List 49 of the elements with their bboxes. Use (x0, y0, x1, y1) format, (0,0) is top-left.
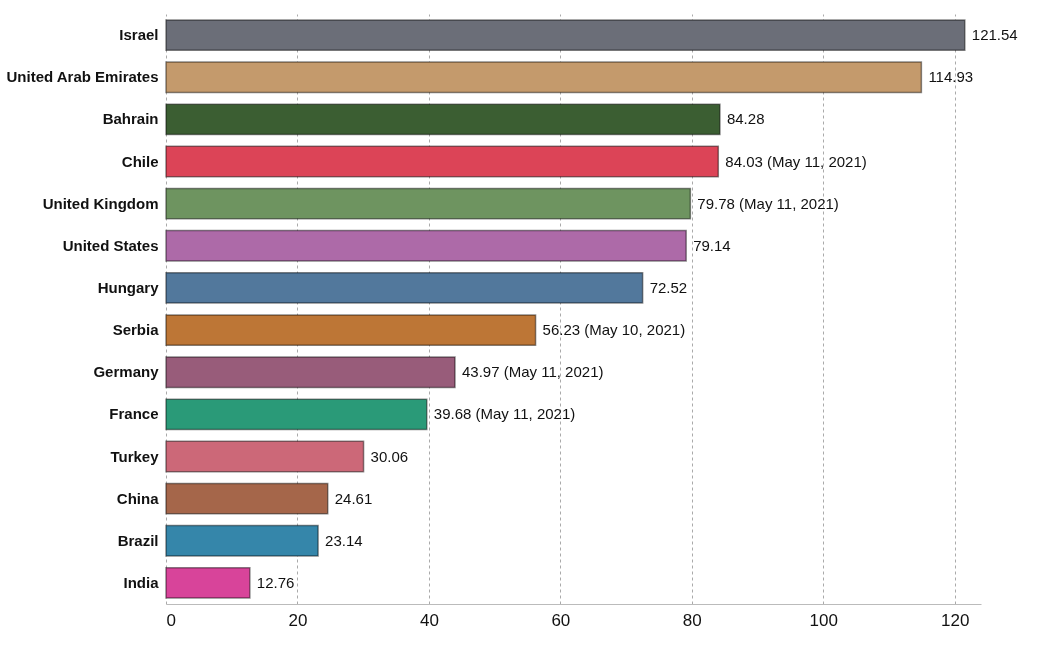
bar (165, 229, 687, 262)
bar (165, 272, 644, 304)
y-tick-label: United Kingdom (42, 194, 159, 212)
data-label: 114.93 (928, 68, 974, 86)
y-tick-label: Bahrain (102, 110, 159, 128)
bar (165, 482, 329, 515)
data-label: 56.23 (May 10, 2021) (542, 321, 686, 339)
data-label: 84.03 (May 11, 2021) (725, 152, 867, 170)
bar (165, 61, 923, 94)
bar (165, 103, 721, 136)
data-label: 43.97 (May 11, 2021) (462, 363, 604, 381)
y-tick-label: Chile (121, 152, 159, 170)
data-label: 30.06 (370, 447, 409, 465)
x-tick-label: 60 (551, 610, 571, 630)
y-tick-label: Israel (119, 26, 159, 44)
data-label: 72.52 (649, 278, 688, 296)
x-tick-label: 120 (941, 610, 970, 630)
bar (165, 567, 251, 599)
bar (165, 19, 966, 51)
bar (165, 187, 692, 220)
data-label: 84.28 (726, 110, 765, 128)
y-tick-label: Brazil (117, 531, 159, 549)
x-tick-label: 80 (682, 610, 702, 630)
x-tick-label: 20 (288, 610, 308, 630)
y-tick-label: Hungary (97, 278, 160, 296)
data-label: 39.68 (May 11, 2021) (433, 405, 576, 423)
y-tick-label: China (116, 489, 160, 507)
bar (165, 356, 456, 389)
y-tick-label: United States (62, 236, 159, 254)
y-tick-label: Serbia (112, 321, 160, 339)
data-label: 79.14 (693, 236, 731, 254)
x-tick-label: 0 (166, 610, 176, 630)
data-label: 12.76 (256, 573, 295, 591)
y-tick-label: United Arab Emirates (6, 68, 159, 86)
data-label: 121.54 (971, 26, 1018, 44)
data-label: 79.78 (May 11, 2021) (697, 194, 839, 212)
bar (165, 145, 720, 178)
y-tick-label: France (109, 405, 159, 423)
y-tick-label: Germany (93, 363, 160, 381)
bar (165, 524, 319, 557)
y-tick-label: India (123, 573, 160, 591)
x-tick-label: 100 (809, 610, 838, 630)
bar (165, 398, 428, 431)
data-label: 23.14 (325, 531, 363, 549)
data-label: 24.61 (334, 489, 373, 507)
x-tick-label: 40 (419, 610, 439, 630)
bar (165, 440, 365, 473)
bar (165, 314, 537, 346)
y-tick-label: Turkey (110, 447, 160, 465)
